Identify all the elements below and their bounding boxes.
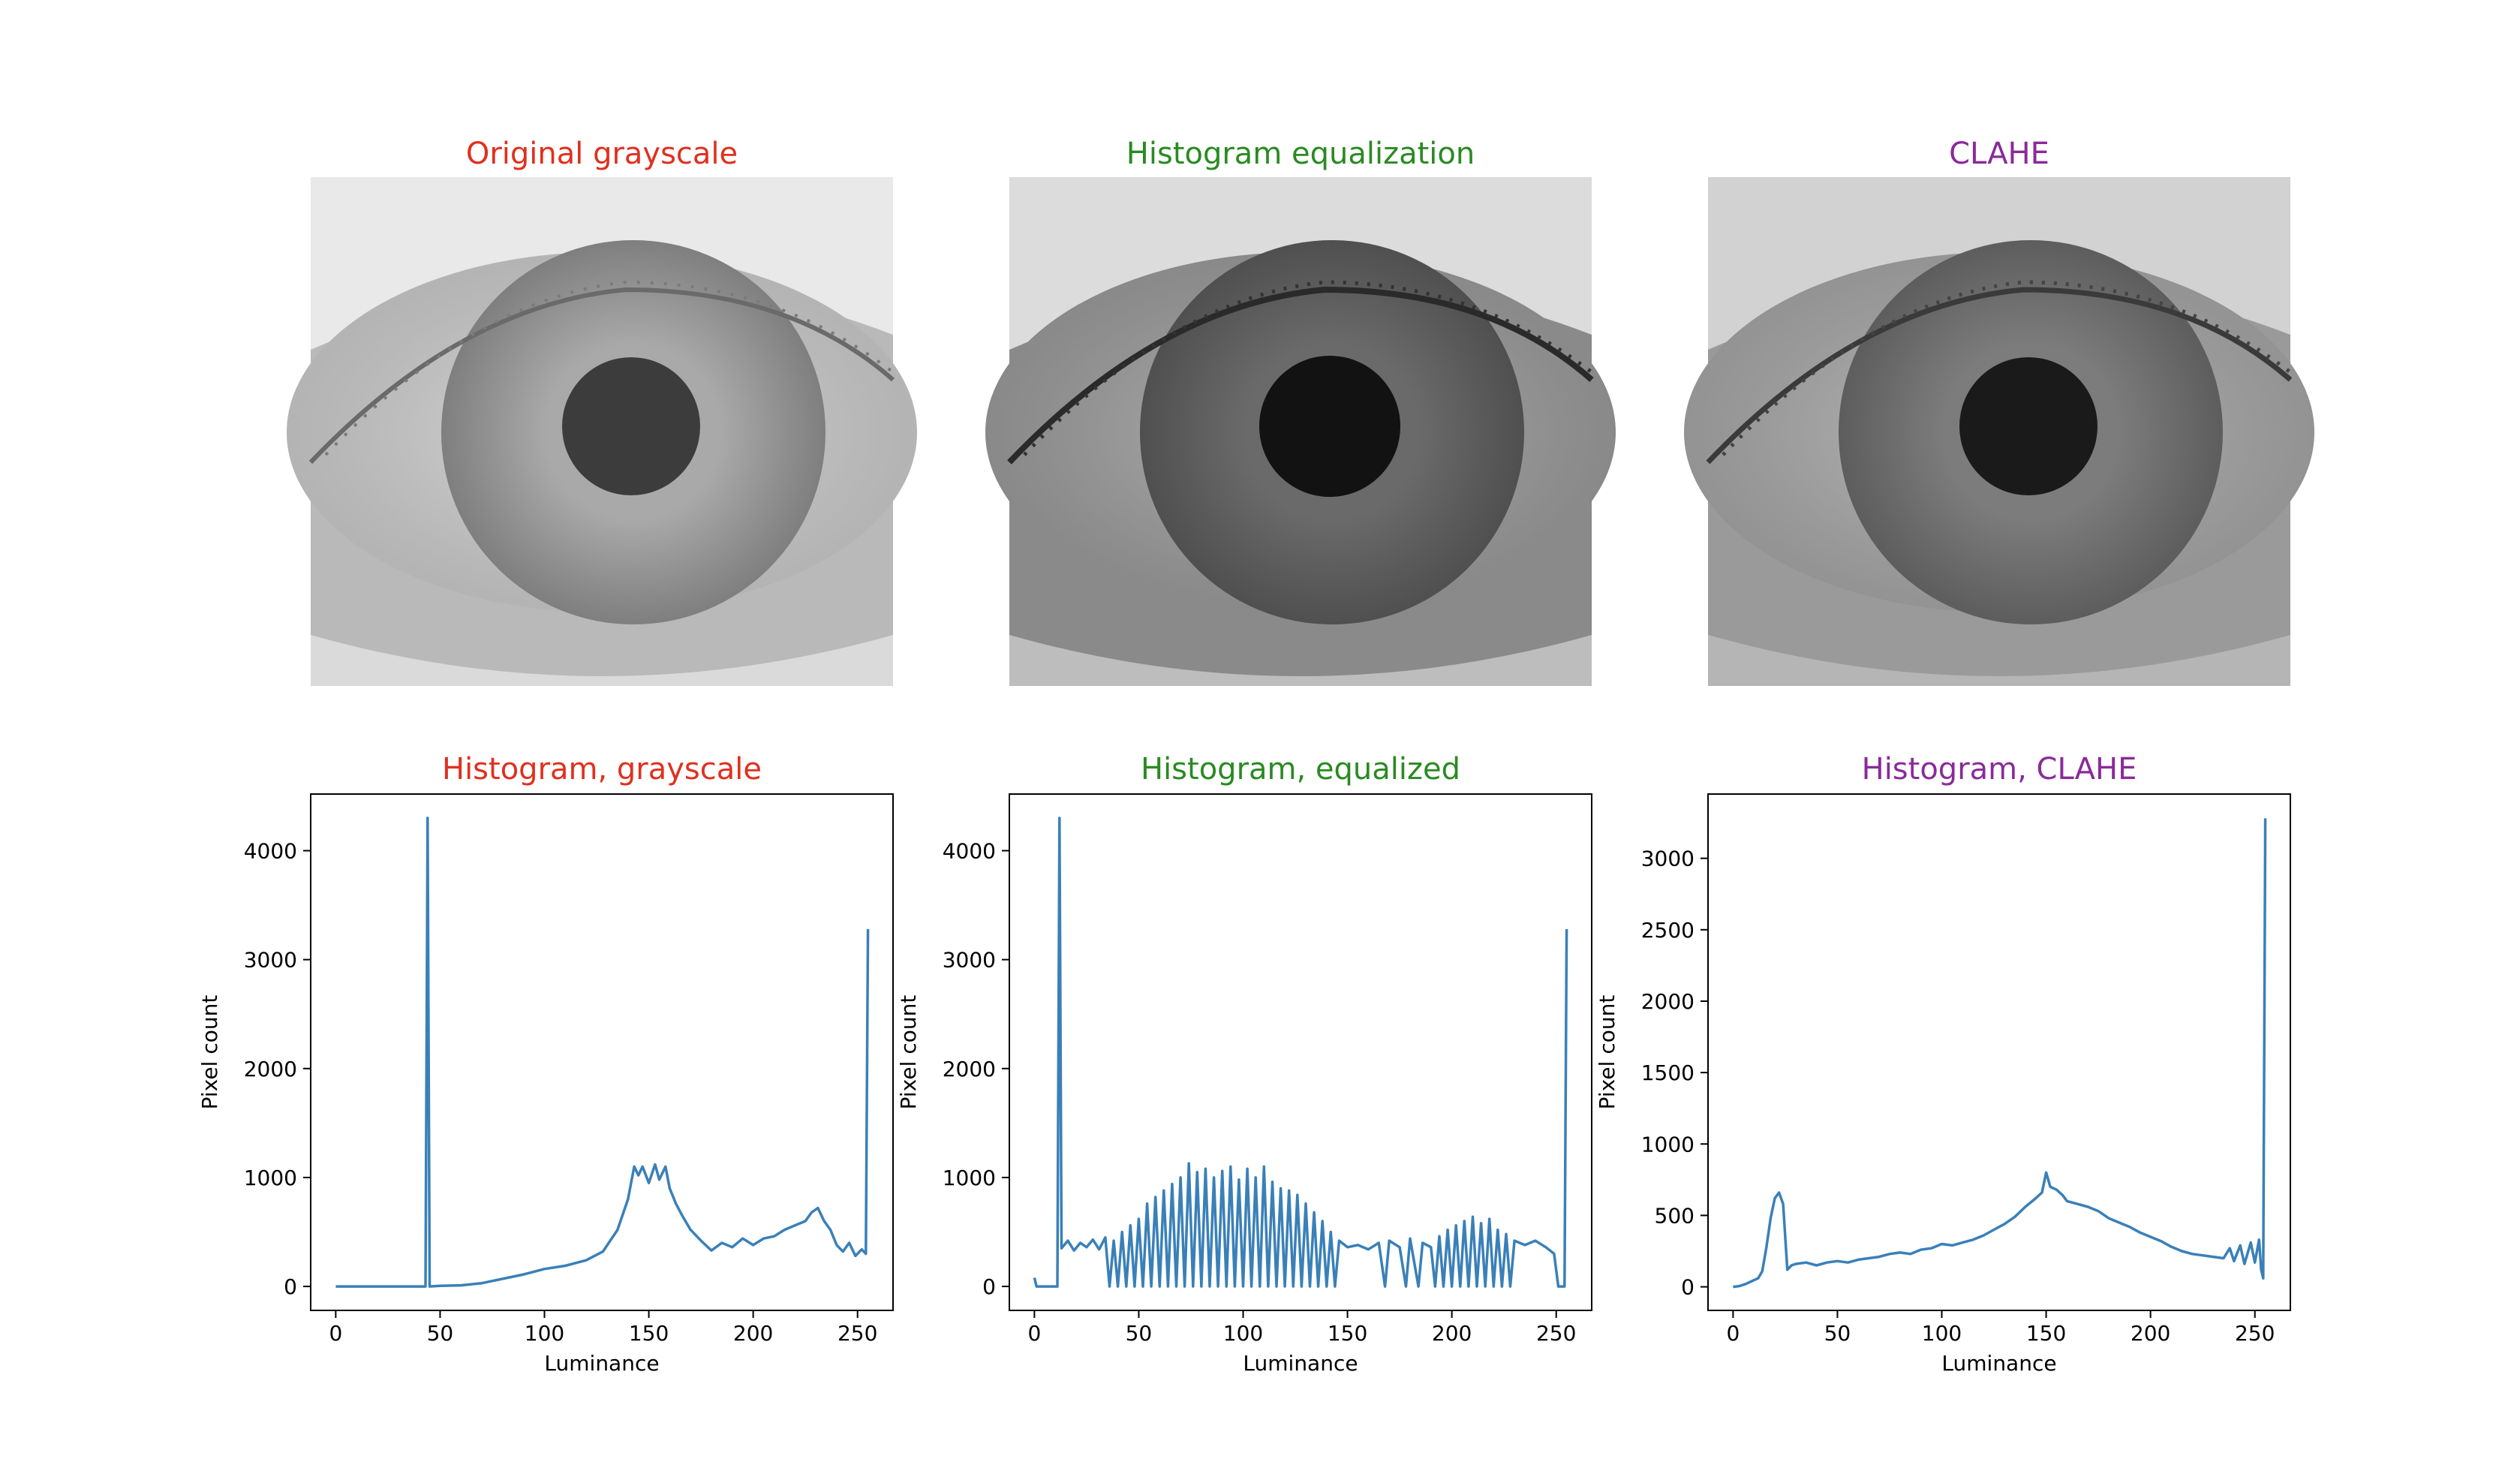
x-tick-label: 150 — [2026, 1321, 2066, 1346]
x-tick-label: 50 — [1824, 1321, 1851, 1346]
y-tick-label: 0 — [982, 1274, 996, 1299]
axes-frame — [1707, 793, 2291, 1311]
histogram-chart: Histogram, grayscale 0 50 100 150 200 250 0 1000… — [197, 752, 894, 1376]
x-tick-label: 100 — [525, 1321, 564, 1346]
x-tick-label: 200 — [2131, 1321, 2170, 1346]
y-tick-label: 1000 — [1641, 1132, 1695, 1157]
x-tick-label: 250 — [1536, 1321, 1576, 1346]
x-tick-label: 50 — [427, 1321, 454, 1346]
image-panel-title: Original grayscale — [466, 137, 738, 171]
y-tick-label: 3000 — [943, 948, 996, 973]
x-tick-label: 250 — [837, 1321, 877, 1346]
x-tick-label: 200 — [1432, 1321, 1472, 1346]
x-tick-label: 0 — [1726, 1321, 1740, 1346]
histogram-line — [1033, 817, 1568, 1288]
x-tick-label: 100 — [1922, 1321, 1962, 1346]
x-tick-label: 200 — [733, 1321, 773, 1346]
y-tick-label: 2500 — [1641, 918, 1695, 943]
y-tick-label: 3000 — [244, 948, 297, 973]
axes-frame — [1009, 793, 1592, 1311]
y-axis-label: Pixel count — [896, 995, 921, 1110]
y-tick-label: 1500 — [1641, 1060, 1695, 1085]
axes-frame — [310, 793, 894, 1311]
x-tick-label: 150 — [629, 1321, 669, 1346]
x-axis-label: Luminance — [1941, 1351, 2056, 1376]
eye-image — [287, 177, 917, 686]
y-tick-label: 1000 — [244, 1166, 297, 1190]
chart-title: Histogram, grayscale — [442, 752, 762, 787]
eye-image — [1684, 177, 2314, 686]
image-panel-equalized: Histogram equalization — [985, 137, 1616, 686]
image-panel-title: Histogram equalization — [1126, 137, 1475, 171]
chart-title: Histogram, CLAHE — [1862, 752, 2137, 787]
y-tick-label: 500 — [1655, 1203, 1695, 1228]
x-tick-label: 50 — [1126, 1321, 1153, 1346]
y-tick-label: 3000 — [1641, 847, 1695, 871]
histogram-line — [1733, 818, 2267, 1289]
eye-image — [985, 177, 1616, 686]
x-axis-label: Luminance — [1243, 1351, 1358, 1376]
y-axis-label: Pixel count — [197, 995, 222, 1110]
x-tick-label: 250 — [2235, 1321, 2275, 1346]
y-tick-label: 4000 — [244, 838, 297, 863]
image-panel-gray: Original grayscale — [287, 137, 917, 686]
y-tick-label: 0 — [1681, 1275, 1695, 1300]
y-tick-label: 0 — [284, 1274, 297, 1299]
y-tick-label: 4000 — [943, 838, 996, 863]
y-tick-label: 2000 — [943, 1057, 996, 1081]
x-axis-label: Luminance — [544, 1351, 659, 1376]
y-axis-label: Pixel count — [1595, 995, 1619, 1110]
image-panel-clahe: CLAHE — [1684, 137, 2314, 686]
x-tick-label: 0 — [1027, 1321, 1041, 1346]
histogram-line — [335, 817, 870, 1288]
image-panel-title: CLAHE — [1949, 137, 2049, 171]
y-tick-label: 2000 — [1641, 989, 1695, 1014]
y-tick-label: 1000 — [943, 1166, 996, 1190]
x-tick-label: 150 — [1328, 1321, 1367, 1346]
histogram-chart: Histogram, equalized 0 50 100 150 200 250 0 1000… — [896, 752, 1592, 1376]
chart-title: Histogram, equalized — [1141, 752, 1460, 787]
x-tick-label: 0 — [329, 1321, 342, 1346]
y-tick-label: 2000 — [244, 1057, 297, 1081]
x-tick-label: 100 — [1223, 1321, 1263, 1346]
